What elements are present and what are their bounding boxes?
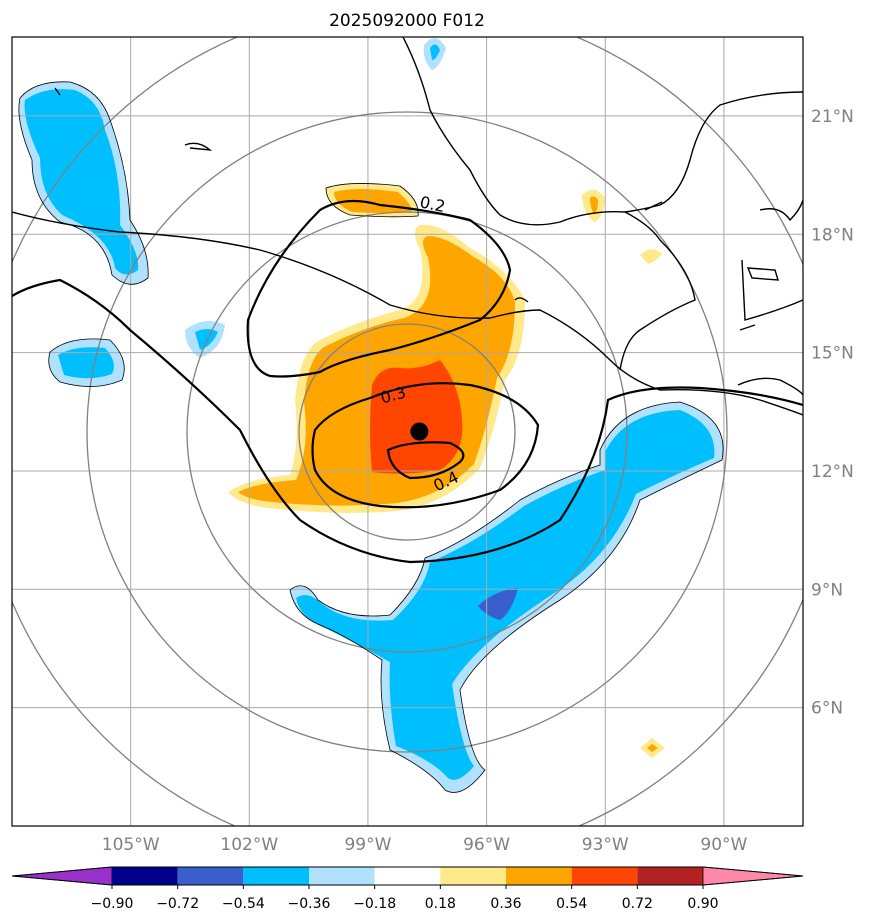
contour-lines <box>12 199 803 564</box>
colorbar-segment <box>243 867 309 885</box>
colorbar-segment <box>637 867 703 885</box>
colorbar-segment <box>506 867 572 885</box>
colorbar-segment <box>177 867 244 885</box>
map-frame <box>11 36 804 827</box>
longitude-label: 105°W <box>102 835 160 855</box>
range-rings <box>12 37 803 826</box>
range-ring-2 <box>186 211 628 653</box>
positive-core <box>370 360 463 474</box>
map-area: 0.2 0.3 0.4 <box>12 37 803 826</box>
colorbar-tick-label: −0.90 <box>91 896 134 912</box>
latitude-label: 21°N <box>811 107 854 127</box>
colorbar-extend-high <box>702 866 804 886</box>
colorbar-segment <box>374 867 441 885</box>
map-title: 2025092000 F012 <box>329 11 485 31</box>
negative-shading <box>24 89 139 275</box>
colorbar-tick-label: 0.54 <box>556 896 587 912</box>
range-ring-1 <box>298 323 516 541</box>
colorbar-segment <box>440 867 506 885</box>
coastline-gulf <box>402 37 661 226</box>
colorbar: −0.90 −0.72 −0.54 −0.36 −0.18 0.18 0.36 0.54 0.7… <box>11 866 804 912</box>
contour-0.4 <box>386 441 465 480</box>
contour-label-02: 0.2 <box>418 192 447 216</box>
latitude-label: 12°N <box>811 462 854 482</box>
shaded-field <box>18 38 724 793</box>
colorbar-tick-label: −0.54 <box>222 896 265 912</box>
coastline-gulf-south <box>619 211 696 371</box>
longitude-label: 90°W <box>700 835 747 855</box>
colorbar-extend-low <box>11 866 113 886</box>
colorbar-tick-label: 0.18 <box>425 896 456 912</box>
longitude-label: 93°W <box>582 835 629 855</box>
negative-core <box>478 588 518 620</box>
belize-outline <box>741 259 803 321</box>
longitude-label: 102°W <box>220 835 278 855</box>
colorbar-tick-label: −0.18 <box>353 896 396 912</box>
contour-0.2 <box>12 278 803 564</box>
longitude-labels: 105°W 102°W 99°W 96°W 93°W 90°W <box>102 835 748 855</box>
coastlines <box>12 37 803 416</box>
longitude-label: 96°W <box>463 835 510 855</box>
coastline-yucatan <box>659 91 803 206</box>
longitude-label: 99°W <box>344 835 391 855</box>
contour-0.2-north <box>246 199 512 378</box>
colorbar-tick-label: 0.90 <box>687 896 718 912</box>
latitude-label: 15°N <box>811 344 854 364</box>
colorbar-segment <box>309 867 375 885</box>
latitude-labels: 21°N 18°N 15°N 12°N 9°N 6°N <box>811 107 854 719</box>
storm-center-marker <box>410 422 429 441</box>
graticule <box>12 37 803 826</box>
colorbar-segment <box>112 867 178 885</box>
contour-0.3 <box>311 382 540 509</box>
latitude-label: 9°N <box>811 580 843 600</box>
latitude-label: 18°N <box>811 225 854 245</box>
latitude-label: 6°N <box>811 699 843 719</box>
field-outlines <box>18 81 724 793</box>
colorbar-tick-label: 0.36 <box>490 896 521 912</box>
coastline-west <box>12 211 803 416</box>
colorbar-segment <box>571 867 638 885</box>
colorbar-tick-label: −0.72 <box>156 896 199 912</box>
range-ring-3 <box>86 111 728 753</box>
colorbar-tick-label: −0.36 <box>288 896 331 912</box>
colorbar-tick-label: 0.72 <box>622 896 653 912</box>
